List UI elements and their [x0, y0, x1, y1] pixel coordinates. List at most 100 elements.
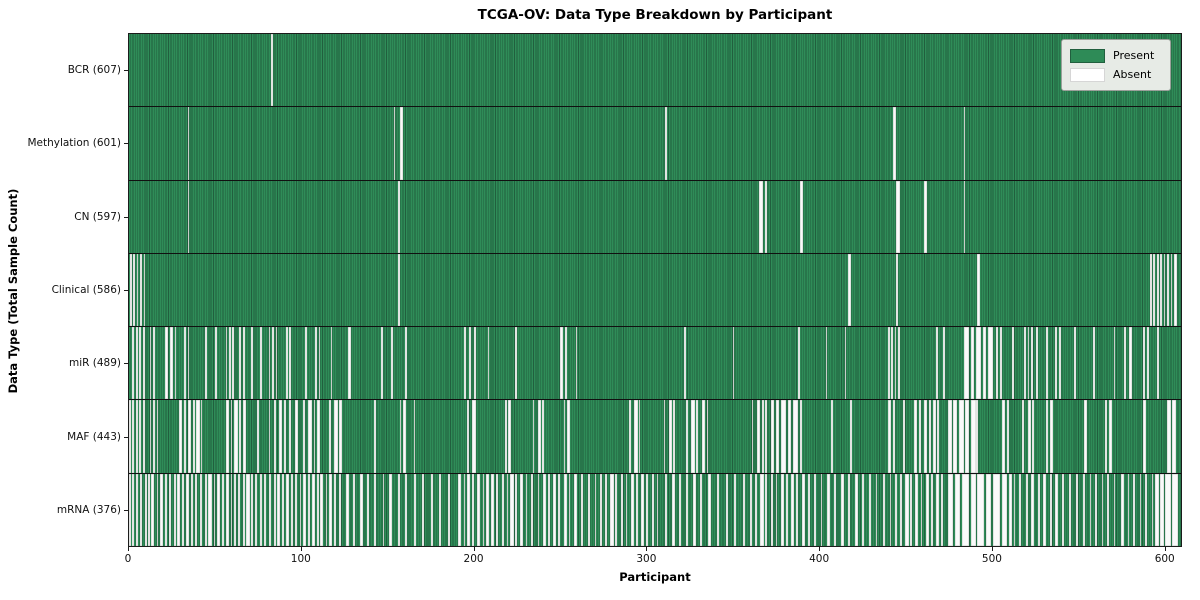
absent-stripe — [373, 473, 377, 546]
absent-stripe — [308, 400, 312, 473]
absent-stripe — [1160, 473, 1164, 546]
absent-stripe — [389, 473, 392, 546]
absent-stripe — [765, 400, 768, 473]
absent-stripe — [892, 400, 895, 473]
absent-stripe — [132, 400, 135, 473]
y-tick-mark — [124, 69, 128, 71]
absent-stripe — [144, 473, 148, 546]
absent-stripe — [289, 400, 292, 473]
absent-stripe — [230, 473, 233, 546]
absent-stripe — [594, 473, 597, 546]
absent-stripe — [467, 473, 471, 546]
absent-stripe — [275, 327, 278, 400]
absent-stripe — [780, 400, 787, 473]
absent-stripe — [891, 327, 893, 400]
absent-stripe — [1074, 327, 1076, 400]
absent-stripe — [1120, 473, 1125, 546]
absent-stripe — [184, 327, 186, 400]
absent-stripe — [192, 400, 195, 473]
absent-stripe — [273, 400, 276, 473]
absent-stripe — [303, 473, 306, 546]
y-tick-label: Methylation (601) — [27, 137, 121, 150]
absent-stripe — [775, 473, 778, 546]
absent-stripe — [491, 473, 494, 546]
absent-stripe — [651, 473, 655, 546]
absent-stripe — [761, 400, 764, 473]
absent-stripe — [1174, 253, 1177, 327]
absent-stripe — [165, 473, 167, 546]
absent-stripe — [413, 473, 417, 546]
absent-stripe — [1132, 473, 1136, 546]
absent-stripe — [636, 473, 638, 546]
absent-stripe — [849, 400, 852, 473]
x-tick-label: 300 — [636, 553, 657, 565]
absent-stripe — [977, 473, 985, 546]
absent-stripe — [467, 400, 469, 473]
absent-stripe — [573, 473, 577, 546]
absent-stripe — [271, 34, 274, 107]
absent-stripe — [1025, 473, 1028, 546]
absent-stripe — [308, 473, 311, 546]
absent-stripe — [170, 327, 173, 400]
absent-stripe — [801, 473, 806, 546]
absent-stripe — [135, 400, 138, 473]
absent-stripe — [177, 473, 180, 546]
absent-stripe — [799, 180, 803, 253]
absent-stripe — [1172, 473, 1179, 546]
absent-stripe — [848, 253, 851, 327]
absent-stripe — [796, 473, 799, 546]
absent-stripe — [398, 180, 400, 253]
absent-stripe — [135, 473, 139, 546]
absent-stripe — [665, 473, 668, 546]
absent-stripe — [485, 473, 490, 546]
absent-stripe — [943, 327, 945, 400]
y-axis-label: Data Type (Total Sample Count) — [6, 188, 20, 394]
absent-stripe — [311, 473, 316, 546]
absent-stripe — [398, 253, 401, 327]
absent-stripe — [216, 473, 220, 546]
absent-stripe — [140, 473, 142, 546]
absent-stripe — [132, 473, 135, 546]
absent-stripe — [575, 327, 578, 400]
absent-stripe — [260, 327, 262, 400]
absent-stripe — [955, 473, 961, 546]
absent-stripe — [903, 400, 906, 473]
absent-stripe — [506, 473, 509, 546]
absent-stripe — [604, 473, 607, 546]
absent-stripe — [963, 107, 966, 180]
absent-stripe — [672, 473, 675, 546]
absent-stripe — [825, 327, 828, 400]
absent-stripe — [413, 400, 416, 473]
absent-stripe — [1101, 473, 1104, 546]
absent-stripe — [764, 180, 768, 253]
absent-stripe — [360, 473, 363, 546]
absent-stripe — [568, 473, 571, 546]
absent-stripe — [925, 473, 930, 546]
absent-stripe — [770, 400, 774, 473]
absent-stripe — [977, 253, 980, 327]
absent-stripe — [899, 473, 902, 546]
absent-stripe — [1068, 473, 1072, 546]
y-tick-mark — [124, 510, 128, 512]
plot-area: Present Absent — [128, 33, 1182, 547]
absent-stripe — [208, 473, 212, 546]
absent-stripe — [263, 473, 267, 546]
absent-stripe — [987, 327, 994, 400]
absent-stripe — [548, 473, 550, 546]
absent-stripe — [1146, 327, 1150, 400]
absent-stripe — [174, 327, 177, 400]
absent-stripe — [156, 400, 159, 473]
absent-stripe — [232, 327, 235, 400]
absent-stripe — [996, 327, 999, 400]
x-tick-mark — [473, 547, 475, 551]
absent-stripe — [339, 400, 342, 473]
absent-stripe — [151, 473, 154, 546]
absent-stripe — [896, 253, 899, 327]
x-tick-mark — [300, 547, 302, 551]
absent-stripe — [894, 327, 897, 400]
absent-stripe — [294, 400, 298, 473]
absent-stripe — [129, 400, 131, 473]
absent-stripe — [673, 400, 675, 473]
absent-stripe — [165, 327, 168, 400]
